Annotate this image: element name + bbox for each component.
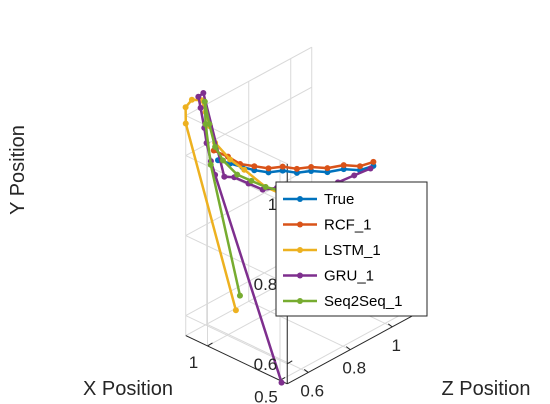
data-point xyxy=(248,177,255,184)
y-tick-label: 0.8 xyxy=(254,275,278,294)
data-point xyxy=(195,93,202,100)
data-point xyxy=(220,157,226,164)
x-axis-line xyxy=(185,335,288,385)
data-point xyxy=(200,89,207,96)
x-tick-label: 0.5 xyxy=(254,387,278,404)
legend-swatch-marker xyxy=(297,221,303,228)
legend-entry: LSTM_1 xyxy=(283,242,381,259)
back-edge xyxy=(185,115,288,165)
z-tick-mark xyxy=(345,346,351,351)
data-point xyxy=(324,165,331,172)
y-grid-line xyxy=(185,315,288,365)
data-point xyxy=(182,104,189,111)
data-point xyxy=(241,166,248,173)
data-point xyxy=(351,172,358,179)
data-point xyxy=(279,163,286,170)
legend-entry: GRU_1 xyxy=(283,268,374,285)
z-axis-label: Z Position xyxy=(442,378,531,400)
z-tick-label: 1 xyxy=(392,336,401,355)
data-point xyxy=(188,96,195,103)
data-point xyxy=(207,161,214,168)
data-point xyxy=(251,163,258,170)
data-point xyxy=(232,307,239,314)
legend-entry: Seq2Seq_1 xyxy=(283,293,402,310)
y-tick-label: 0.6 xyxy=(254,355,278,374)
y-tick-mark xyxy=(286,360,293,365)
legend-entry: True xyxy=(283,191,354,208)
z-tick-mark xyxy=(303,369,309,373)
x-tick-mark xyxy=(207,342,213,347)
legend-swatch-marker xyxy=(297,247,303,253)
data-point xyxy=(234,171,241,178)
y-axis-label: Y Position xyxy=(7,125,29,215)
data-point xyxy=(370,158,377,165)
legend-swatch-marker xyxy=(297,272,303,279)
legend-label: LSTM_1 xyxy=(324,242,381,259)
data-point xyxy=(357,163,363,170)
z-tick-label: 0.8 xyxy=(342,359,366,378)
data-point xyxy=(182,120,189,127)
data-point xyxy=(197,104,204,111)
legend-label: GRU_1 xyxy=(324,268,374,285)
y-grid-line xyxy=(185,235,288,285)
legend-swatch-marker xyxy=(297,196,303,202)
series-RCF_1 xyxy=(210,147,377,172)
data-point xyxy=(278,379,285,386)
z-grid-line xyxy=(206,323,309,373)
data-point xyxy=(340,162,347,169)
data-point xyxy=(212,143,219,150)
legend-label: True xyxy=(324,191,354,208)
x-axis-label: X Position xyxy=(83,378,173,400)
y-tick-label: 1 xyxy=(268,195,277,214)
data-point xyxy=(262,184,269,191)
z-grid-line xyxy=(248,300,351,351)
legend-label: Seq2Seq_1 xyxy=(324,293,402,310)
data-point xyxy=(236,292,243,299)
legend-label: RCF_1 xyxy=(324,217,372,234)
data-point xyxy=(206,121,213,128)
data-point xyxy=(308,164,315,171)
data-point xyxy=(293,165,300,172)
z-tick-label: 0.6 xyxy=(300,381,324,400)
x-tick-label: 1 xyxy=(189,353,198,372)
data-point xyxy=(221,173,228,180)
y-grid-line xyxy=(185,155,288,205)
data-point xyxy=(227,156,234,163)
legend-swatch-marker xyxy=(297,298,303,304)
legend-entry: RCF_1 xyxy=(283,217,372,234)
data-point xyxy=(201,98,208,105)
data-point xyxy=(367,165,374,172)
data-point xyxy=(265,165,272,172)
tick-labels: 0.6 0.8 1 0.5 1 0.6 0.8 1 xyxy=(189,195,401,404)
z-tick-mark xyxy=(387,323,393,328)
legend: True RCF_1 LSTM_1 GRU_1 Seq2Seq_1 xyxy=(275,181,428,317)
